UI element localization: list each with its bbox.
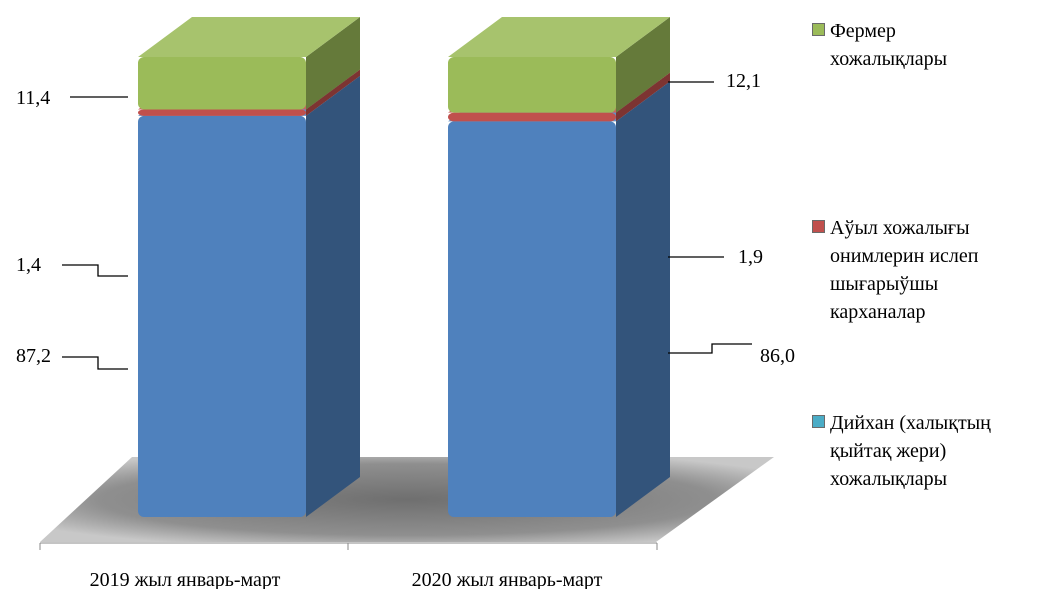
data-label-dehkan-1: 87,2 bbox=[16, 345, 51, 367]
data-label-dehkan-2: 86,0 bbox=[760, 345, 795, 367]
bar-segment-farmer-2 bbox=[448, 57, 616, 113]
bar-segment-enterprises-1 bbox=[138, 109, 306, 116]
legend-swatch-enterprises bbox=[812, 220, 825, 233]
bar-segment-farmer-1 bbox=[138, 57, 306, 110]
bar-segment-farmer-1-top bbox=[138, 17, 360, 57]
legend-label-dehkan: Дийхан (халықтың қыйтақ жери) хожалықлар… bbox=[830, 412, 991, 490]
bar-segment-dehkan-1-side bbox=[306, 75, 360, 517]
category-label-2: 2020 жыл январь-март bbox=[412, 569, 603, 589]
legend-label-farmer: Фермер хожалықлары bbox=[830, 20, 948, 70]
data-label-farmer-1: 11,4 bbox=[16, 87, 50, 109]
data-label-enterprises-2: 1,9 bbox=[738, 246, 763, 268]
data-label-enterprises-1: 1,4 bbox=[16, 254, 41, 276]
bar-segment-farmer-2-top bbox=[448, 17, 670, 57]
data-label-farmer-2: 12,1 bbox=[726, 70, 761, 92]
category-label-1: 2019 жыл январь-март bbox=[90, 569, 281, 589]
leader-line-enterprises-1 bbox=[62, 264, 128, 277]
bar-segment-farmer-1-side bbox=[306, 17, 360, 110]
bar-segment-dehkan-2-side bbox=[616, 81, 670, 518]
bar-segment-enterprises-2-side bbox=[616, 72, 670, 122]
bar-segment-dehkan-2 bbox=[448, 121, 616, 518]
bar-stack-2 bbox=[448, 17, 670, 518]
leader-line-dehkan-2 bbox=[668, 343, 752, 354]
bar-segment-enterprises-1-side bbox=[306, 69, 360, 116]
legend-swatch-dehkan bbox=[812, 415, 825, 428]
bar-segment-farmer-2-side bbox=[616, 17, 670, 113]
bar-stack-1 bbox=[138, 17, 360, 517]
bar-segment-enterprises-2 bbox=[448, 112, 616, 122]
bar-segment-dehkan-1 bbox=[138, 115, 306, 517]
legend-label-enterprises: Аўыл хожалығы онимлерин ислеп шығарыўшы … bbox=[830, 217, 979, 323]
leader-line-dehkan-1 bbox=[62, 356, 128, 370]
legend-swatch-farmer bbox=[812, 23, 825, 36]
